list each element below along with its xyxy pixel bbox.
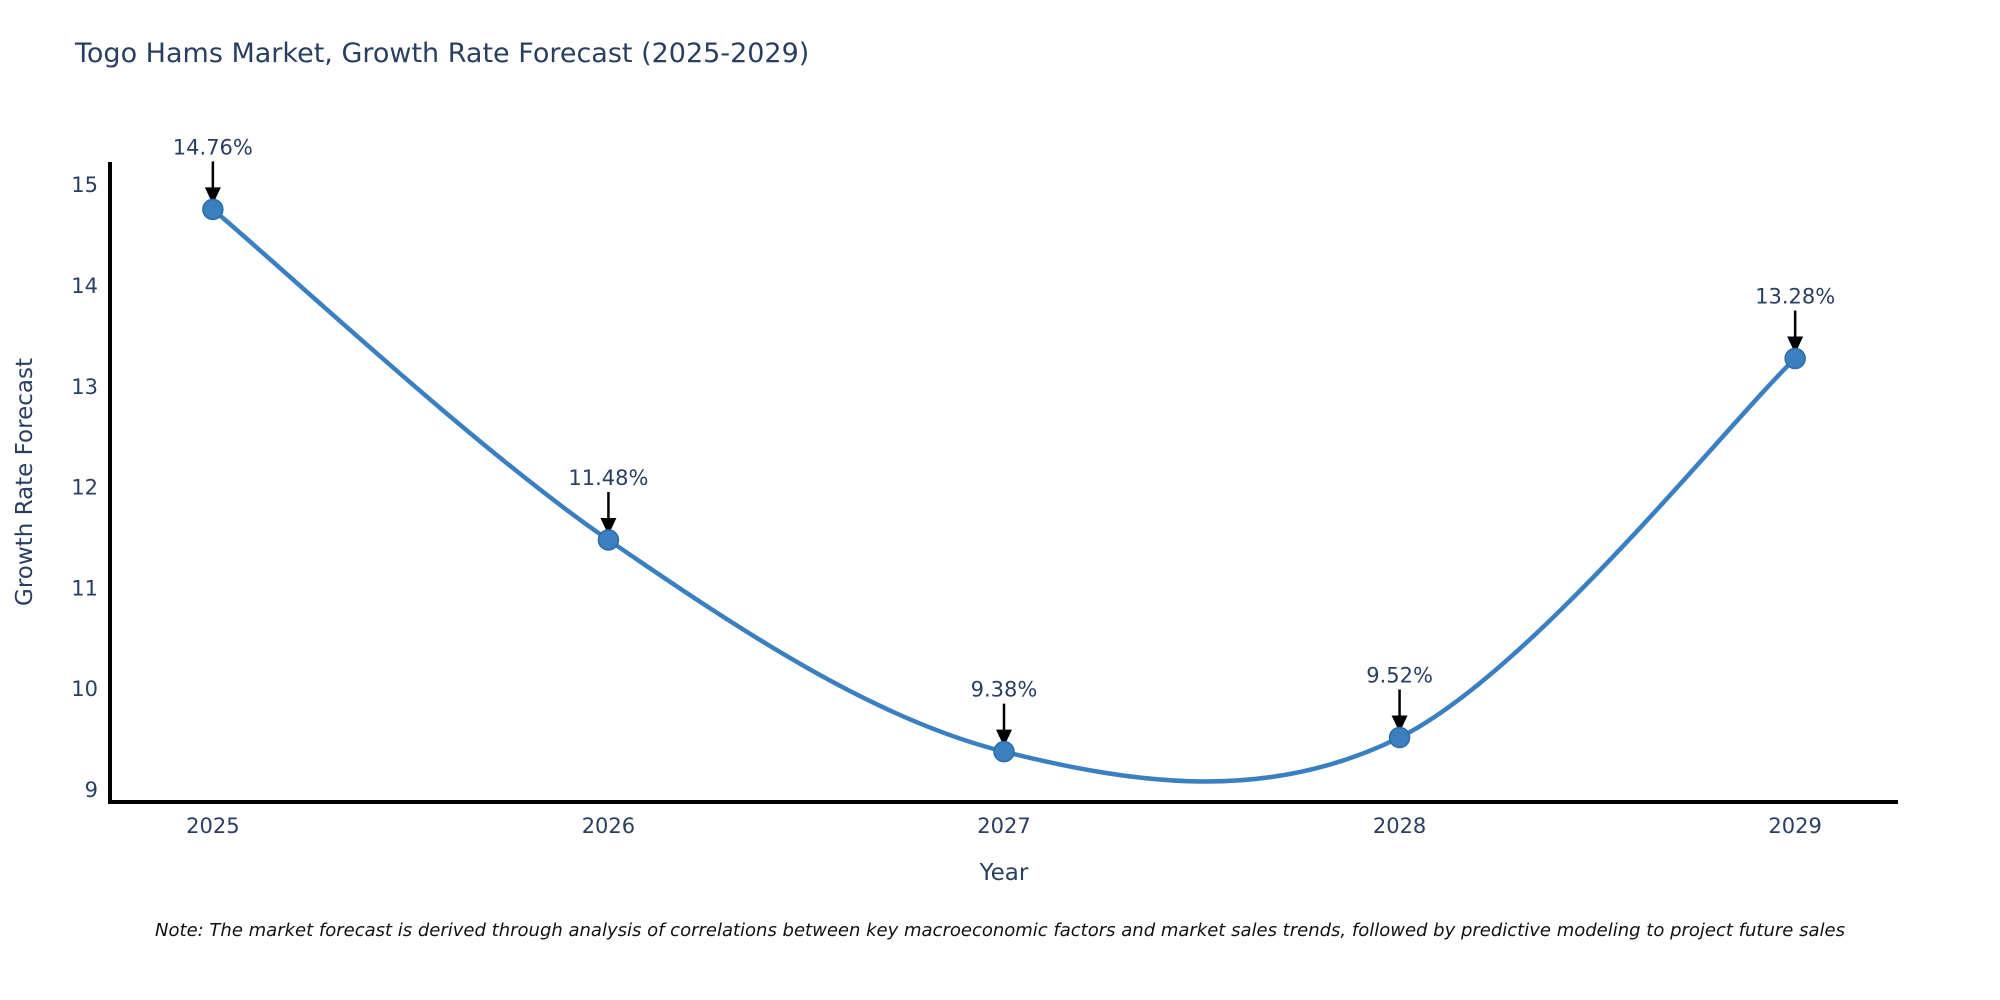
y-tick-label: 14 <box>71 274 98 298</box>
y-tick-label: 13 <box>71 375 98 399</box>
data-point-label: 14.76% <box>173 135 253 159</box>
data-point-label: 9.52% <box>1366 663 1433 687</box>
data-point-marker <box>1784 347 1806 370</box>
data-point-label: 9.38% <box>971 678 1038 702</box>
chart-title: Togo Hams Market, Growth Rate Forecast (… <box>75 38 810 69</box>
x-tick-label: 2028 <box>1373 814 1426 838</box>
annotation-arrowhead-icon <box>600 517 617 535</box>
y-tick-label: 9 <box>85 778 98 802</box>
annotation-arrowhead-icon <box>1391 715 1408 733</box>
data-point-marker <box>597 529 620 551</box>
data-point-label: 11.48% <box>568 466 648 490</box>
data-point-marker <box>202 198 224 221</box>
x-axis-title: Year <box>979 860 1029 886</box>
y-tick-label: 10 <box>71 677 98 701</box>
x-tick-label: 2027 <box>977 814 1030 838</box>
y-tick-label: 11 <box>71 576 98 600</box>
annotation-arrowhead-icon <box>204 187 221 205</box>
y-tick-label: 15 <box>71 173 98 197</box>
footnote: Note: The market forecast is derived thr… <box>155 920 1845 941</box>
data-point-label: 13.28% <box>1755 285 1835 309</box>
data-point-marker <box>1388 726 1411 749</box>
x-tick-label: 2025 <box>186 814 239 838</box>
x-tick-label: 2029 <box>1768 814 1821 838</box>
data-point-marker <box>993 740 1015 763</box>
x-tick-label: 2026 <box>582 814 635 838</box>
annotation-arrowhead-icon <box>1787 336 1804 354</box>
y-tick-label: 12 <box>71 476 98 500</box>
annotation-arrowhead-icon <box>996 729 1012 747</box>
